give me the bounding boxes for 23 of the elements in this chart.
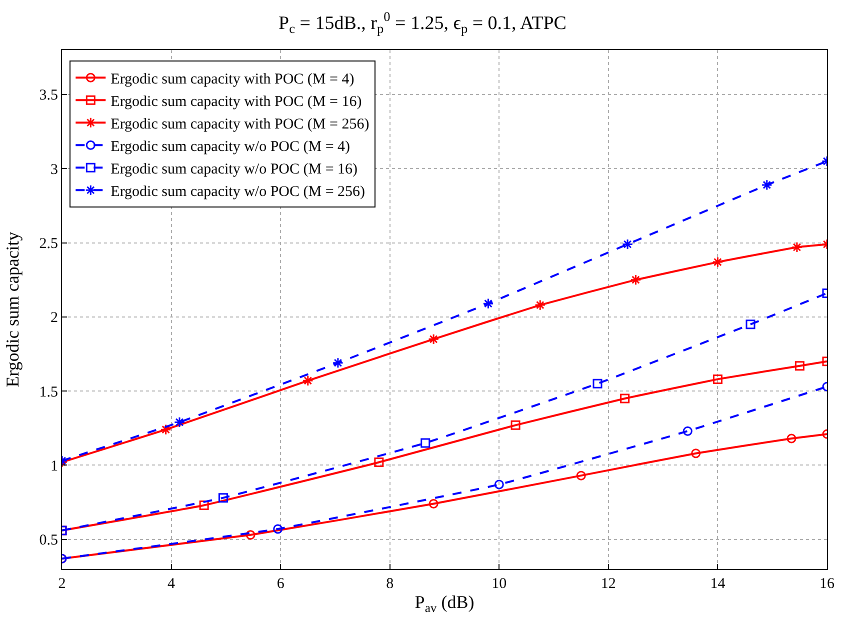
x-tick-label: 8 xyxy=(386,576,394,592)
legend-label: Ergodic sum capacity w/o POC (M = 16) xyxy=(110,161,358,178)
y-tick-label: 2.5 xyxy=(39,236,58,252)
x-tick-label: 12 xyxy=(600,576,616,592)
legend-label: Ergodic sum capacity with POC (M = 256) xyxy=(110,116,370,132)
legend-label: Ergodic sum capacity w/o POC (M = 4) xyxy=(110,138,350,155)
y-tick-label: 0.5 xyxy=(39,532,58,549)
x-tick-label: 16 xyxy=(820,576,835,592)
x-tick-label: 4 xyxy=(168,576,176,592)
x-tick-label: 14 xyxy=(710,576,726,592)
y-axis-title: Ergodic sum capacity xyxy=(2,232,22,388)
legend-label: Ergodic sum capacity w/o POC (M = 256) xyxy=(110,184,366,200)
x-axis-title: P$_{av}$ (dB) xyxy=(414,592,474,615)
x-tick-label: 6 xyxy=(276,576,285,592)
y-tick-label: 1 xyxy=(50,458,58,474)
legend-label: Ergodic sum capacity with POC (M = 4) xyxy=(110,71,354,88)
x-tick-label: 10 xyxy=(492,576,507,592)
y-tick-label: 1.5 xyxy=(39,384,58,400)
legend-label: Ergodic sum capacity with POC (M = 16) xyxy=(110,94,362,110)
y-tick-label: 3 xyxy=(50,162,58,178)
y-tick-label: 2 xyxy=(50,310,58,326)
y-tick-label: 3.5 xyxy=(39,88,58,104)
chart-title: P$_{c}$ = 15dB., r$_{p}$$^{0}$ = 1.25, ϵ$_{p}$ = 0.1, ATPC xyxy=(278,8,566,36)
